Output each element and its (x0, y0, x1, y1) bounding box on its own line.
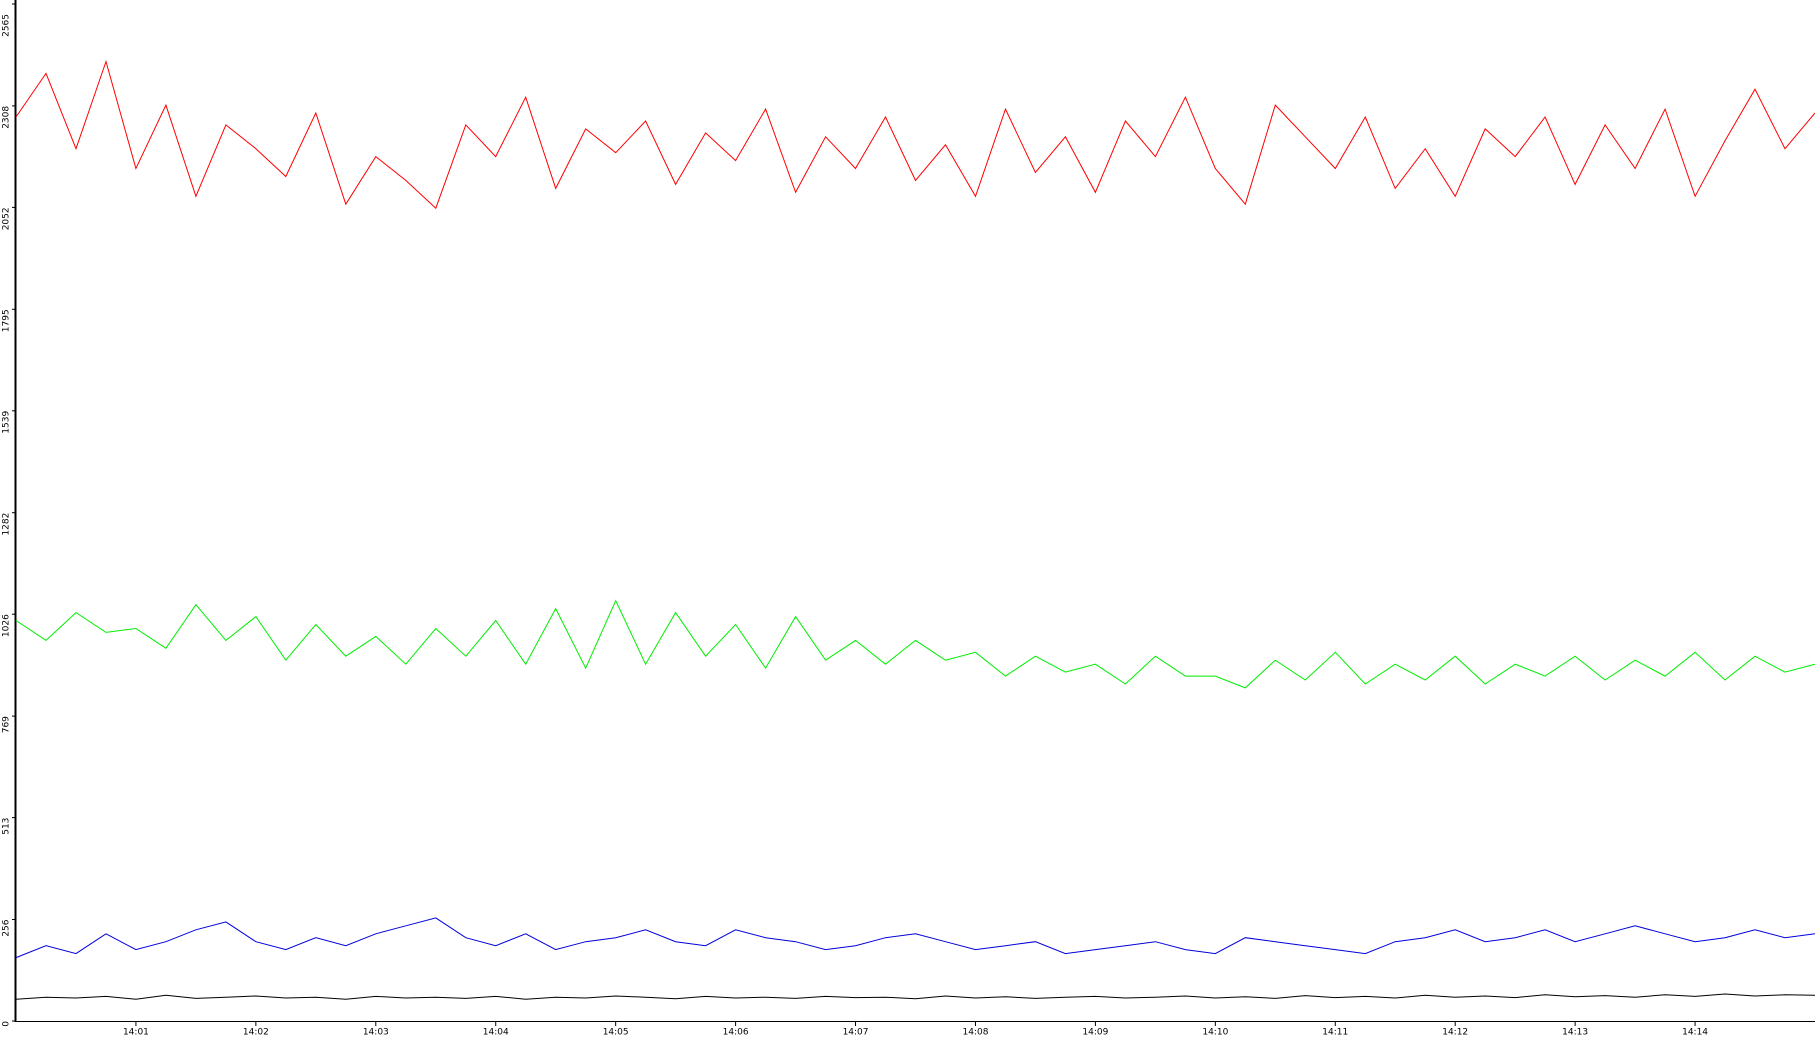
y-tick-label: 1539 (2, 411, 12, 434)
x-tick-label: 14:05 (603, 1028, 629, 1038)
x-tick-label: 14:12 (1442, 1028, 1468, 1038)
x-tick-label: 14:14 (1682, 1028, 1708, 1038)
y-tick-label: 256 (2, 919, 12, 936)
y-tick-label: 1795 (2, 309, 12, 332)
y-tick-label: 769 (2, 716, 12, 733)
y-tick-label: 1282 (2, 513, 12, 536)
x-tick-label: 14:08 (962, 1028, 988, 1038)
y-tick-label: 1026 (2, 614, 12, 637)
x-tick-label: 14:09 (1082, 1028, 1108, 1038)
series-line (15, 59, 1815, 210)
x-tick-label: 14:13 (1562, 1028, 1588, 1038)
y-tick-label: 0 (2, 1021, 12, 1027)
x-tick-label: 14:07 (843, 1028, 869, 1038)
x-tick-label: 14:02 (243, 1028, 269, 1038)
x-tick-label: 14:01 (123, 1028, 149, 1038)
x-tick-label: 14:03 (363, 1028, 389, 1038)
y-tick-label: 2052 (2, 207, 12, 230)
y-tick-label: 2565 (2, 14, 12, 37)
y-tick-label: 2308 (2, 106, 12, 129)
x-tick-label: 14:06 (723, 1028, 749, 1038)
series-line (15, 917, 1815, 959)
y-tick-label: 513 (2, 818, 12, 835)
series-line (15, 993, 1815, 1000)
x-tick-label: 14:11 (1322, 1028, 1348, 1038)
series-line (15, 599, 1815, 689)
x-tick-label: 14:04 (483, 1028, 509, 1038)
x-tick-label: 14:10 (1202, 1028, 1228, 1038)
